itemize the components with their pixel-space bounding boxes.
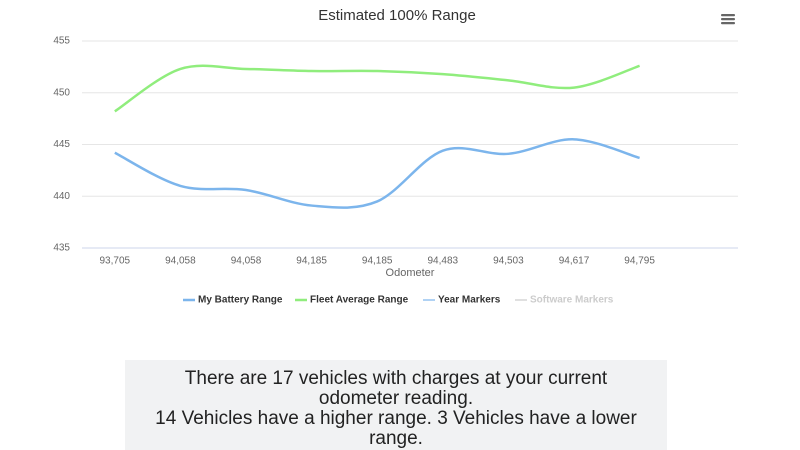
info-line: There are 17 vehicles with charges at yo… [184,368,608,409]
x-tick-label: 94,503 [493,256,524,267]
chart-title: Estimated 100% Range [318,7,476,24]
y-tick-label: 435 [53,243,70,254]
y-tick-label: 455 [53,36,70,47]
menu-button[interactable] [721,14,735,25]
legend-label: Year Markers [438,295,501,306]
x-tick-label: 94,795 [624,256,655,267]
x-tick-label: 94,185 [296,256,327,267]
legend-item[interactable]: Year Markers [423,295,501,306]
y-tick-label: 440 [53,191,70,202]
legend-item[interactable]: My Battery Range [183,295,283,306]
x-tick-label: 94,185 [362,256,393,267]
menu-bar [721,22,735,25]
y-tick-label: 445 [53,139,70,150]
legend-item[interactable]: Fleet Average Range [295,295,409,306]
chart: Estimated 100% Range Odometer 435 440 445 4… [53,7,738,306]
info-line: 14 Vehicles have a higher range. 3 Vehic… [155,408,637,449]
legend-label: Fleet Average Range [310,295,409,306]
legend-label: My Battery Range [198,295,283,306]
x-tick-label: 94,058 [165,256,196,267]
x-tick-label: 94,483 [428,256,459,267]
info-box: There are 17 vehicles with charges at yo… [125,360,667,450]
x-tick-label: 94,617 [559,256,590,267]
x-axis-title: Odometer [386,267,435,279]
x-tick-label: 94,058 [231,256,262,267]
legend-item[interactable]: Software Markers [515,295,614,306]
menu-bar [721,14,735,17]
menu-bar [721,18,735,21]
y-tick-label: 450 [53,87,70,98]
legend-label: Software Markers [530,295,614,306]
series-line [114,64,640,113]
series-line [114,138,640,209]
x-tick-label: 93,705 [100,256,131,267]
